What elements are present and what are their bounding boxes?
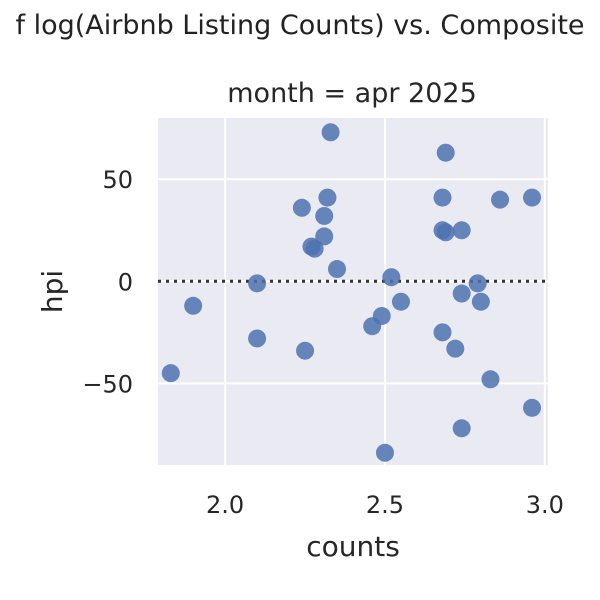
y-tick-labels: −50 0 50 <box>82 166 133 398</box>
scatter-point <box>382 268 401 287</box>
scatter-point <box>315 206 334 225</box>
scatter-point <box>523 188 542 207</box>
scatter-point <box>161 364 180 383</box>
scatter-point <box>375 443 394 462</box>
scatter-point <box>391 292 410 311</box>
figure-suptitle: f log(Airbnb Listing Counts) vs. Composi… <box>15 10 585 41</box>
scatter-point <box>305 239 324 258</box>
scatter-point <box>433 188 452 207</box>
data-points <box>161 123 542 462</box>
scatter-point <box>433 323 452 342</box>
x-tick-label: 2.0 <box>206 491 244 519</box>
scatter-point <box>248 329 267 348</box>
y-tick-label: −50 <box>82 370 133 398</box>
scatter-point <box>452 419 471 438</box>
scatter-point <box>436 143 455 162</box>
scatter-point <box>468 274 487 293</box>
x-tick-labels: 2.0 2.5 3.0 <box>206 491 564 519</box>
scatter-point <box>321 123 340 142</box>
scatter-point <box>248 274 267 293</box>
scatter-point <box>184 296 203 315</box>
scatter-point <box>471 292 490 311</box>
y-tick-label: 50 <box>102 166 133 194</box>
scatter-point <box>481 370 500 389</box>
scatter-point <box>452 221 471 240</box>
scatter-point <box>523 398 542 417</box>
y-axis-label: hpi <box>36 270 69 313</box>
scatter-point <box>318 188 337 207</box>
scatter-point <box>328 260 347 279</box>
scatter-point <box>292 198 311 217</box>
scatter-point <box>446 339 465 358</box>
panel-title: month = apr 2025 <box>227 78 477 109</box>
plot-area <box>158 118 548 465</box>
x-tick-label: 3.0 <box>526 491 564 519</box>
y-tick-label: 0 <box>118 268 133 296</box>
x-tick-label: 2.5 <box>366 491 404 519</box>
scatter-point <box>491 190 510 209</box>
x-axis-label: counts <box>306 530 400 563</box>
scatter-point <box>363 317 382 336</box>
scatter-point <box>452 284 471 303</box>
scatter-point <box>296 341 315 360</box>
grid-lines <box>158 118 548 465</box>
scatter-point <box>436 223 455 242</box>
scatter-point <box>315 227 334 246</box>
